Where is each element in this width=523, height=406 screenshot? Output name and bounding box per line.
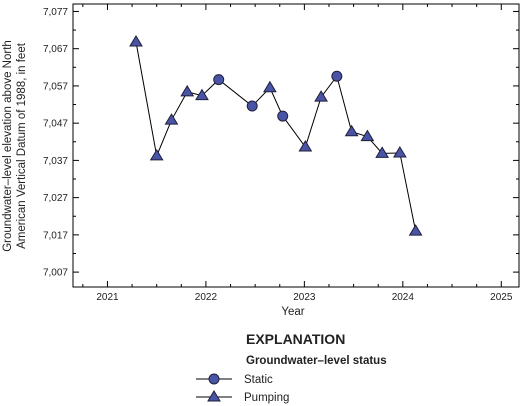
y-tick-label: 7,077 xyxy=(43,7,68,18)
x-tick-label: 2023 xyxy=(293,292,316,303)
y-tick-label: 7,007 xyxy=(43,268,68,279)
y-tick-label: 7,057 xyxy=(43,81,68,92)
legend: EXPLANATION Groundwater–level status Sta… xyxy=(196,331,387,404)
y-axis-ticks: 7,007 7,017 7,027 7,037 7,047 7,057 7,067 7,077 xyxy=(43,7,519,279)
data-point-pumping xyxy=(164,113,179,125)
y-axis-title-line-1: Groundwater–level elevation above North xyxy=(2,40,14,252)
data-point-pumping xyxy=(180,84,195,97)
data-point-pumping xyxy=(195,88,209,101)
data-point-pumping xyxy=(344,124,359,137)
x-tick-label: 2022 xyxy=(195,292,218,303)
series-line xyxy=(135,41,417,232)
data-point-static xyxy=(277,110,289,122)
legend-static-label: Static xyxy=(244,374,273,386)
x-tick-label: 2025 xyxy=(490,292,513,303)
plot-frame xyxy=(72,3,520,288)
x-tick-label: 2021 xyxy=(96,292,119,303)
data-series xyxy=(129,35,423,236)
data-point-pumping xyxy=(375,146,390,158)
legend-static-marker xyxy=(208,373,220,385)
data-point-pumping xyxy=(392,145,407,158)
data-point-pumping xyxy=(263,80,277,93)
data-point-static xyxy=(331,70,343,82)
x-axis-title: Year xyxy=(281,306,304,318)
y-tick-label: 7,047 xyxy=(43,119,68,130)
y-tick-label: 7,067 xyxy=(43,44,68,55)
y-tick-label: 7,017 xyxy=(43,230,68,241)
legend-subtitle: Groundwater–level status xyxy=(246,355,387,367)
data-point-pumping xyxy=(149,148,164,161)
data-point-static xyxy=(246,100,258,112)
data-point-pumping xyxy=(129,35,143,47)
data-point-pumping xyxy=(360,129,375,142)
data-point-pumping xyxy=(298,140,313,152)
y-tick-label: 7,027 xyxy=(43,193,68,204)
y-tick-label: 7,037 xyxy=(43,156,68,167)
y-axis-title-line-2: American Vertical Datum of 1988, in feet xyxy=(16,42,28,249)
legend-pumping-label: Pumping xyxy=(244,392,289,404)
legend-pumping-marker xyxy=(207,390,221,402)
x-axis-ticks: 2021 2022 2023 2024 2025 xyxy=(82,4,513,303)
legend-title: EXPLANATION xyxy=(246,331,345,347)
data-point-static xyxy=(213,74,225,86)
data-point-pumping xyxy=(314,90,328,102)
x-tick-label: 2024 xyxy=(392,292,415,303)
data-point-pumping xyxy=(408,224,423,236)
